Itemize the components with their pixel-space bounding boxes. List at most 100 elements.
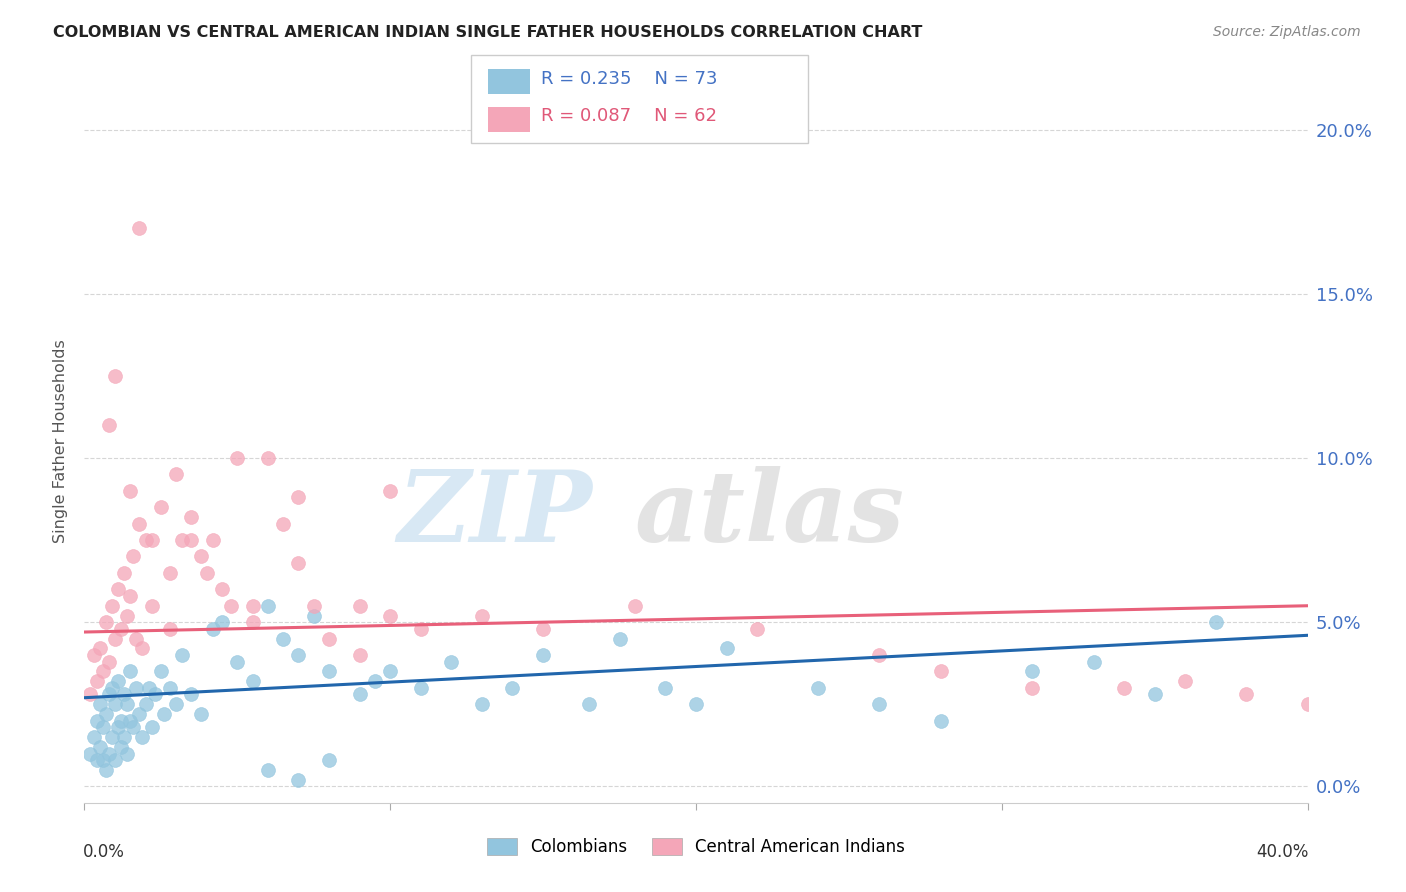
Point bbox=[131, 641, 153, 656]
Point bbox=[318, 753, 340, 767]
Point bbox=[89, 641, 111, 656]
Point bbox=[471, 608, 494, 623]
Point bbox=[141, 599, 163, 613]
Point bbox=[502, 681, 524, 695]
Point bbox=[122, 720, 145, 734]
Point bbox=[869, 698, 891, 712]
Point bbox=[195, 566, 218, 580]
Point bbox=[287, 556, 309, 570]
Point bbox=[685, 698, 707, 712]
Point bbox=[115, 747, 138, 761]
Point bbox=[141, 720, 163, 734]
Point bbox=[159, 622, 181, 636]
Point bbox=[165, 467, 187, 482]
Point bbox=[1083, 655, 1105, 669]
Point bbox=[115, 698, 138, 712]
Text: 40.0%: 40.0% bbox=[1257, 843, 1309, 861]
Point bbox=[302, 599, 325, 613]
Point bbox=[112, 687, 135, 701]
Point bbox=[609, 632, 631, 646]
Point bbox=[257, 450, 280, 465]
Point bbox=[91, 720, 114, 734]
Point bbox=[654, 681, 676, 695]
Point bbox=[1236, 687, 1258, 701]
Point bbox=[79, 687, 101, 701]
Point bbox=[89, 739, 111, 754]
Point bbox=[128, 707, 150, 722]
Point bbox=[226, 655, 249, 669]
Point bbox=[153, 707, 176, 722]
Point bbox=[1021, 681, 1043, 695]
Point bbox=[349, 687, 371, 701]
Point bbox=[149, 665, 172, 679]
Point bbox=[211, 615, 233, 630]
Point bbox=[135, 698, 157, 712]
Point bbox=[97, 655, 120, 669]
Point bbox=[79, 747, 101, 761]
Point bbox=[531, 648, 554, 662]
Point bbox=[94, 707, 117, 722]
Point bbox=[110, 622, 132, 636]
Point bbox=[1021, 665, 1043, 679]
Point bbox=[242, 615, 264, 630]
Point bbox=[101, 599, 124, 613]
Point bbox=[349, 599, 371, 613]
Point bbox=[287, 648, 309, 662]
Point bbox=[107, 674, 129, 689]
Point bbox=[180, 533, 202, 547]
Point bbox=[86, 674, 108, 689]
Point bbox=[86, 753, 108, 767]
Point bbox=[125, 632, 148, 646]
Point bbox=[104, 368, 127, 383]
Point bbox=[531, 622, 554, 636]
Text: 0.0%: 0.0% bbox=[83, 843, 125, 861]
Point bbox=[97, 687, 120, 701]
Text: Source: ZipAtlas.com: Source: ZipAtlas.com bbox=[1213, 25, 1361, 39]
Point bbox=[120, 589, 142, 603]
Point bbox=[104, 753, 127, 767]
Point bbox=[257, 763, 280, 777]
Point bbox=[101, 730, 124, 744]
Point bbox=[97, 747, 120, 761]
Point bbox=[165, 698, 187, 712]
Point bbox=[122, 549, 145, 564]
Point bbox=[104, 698, 127, 712]
Point bbox=[190, 707, 212, 722]
Point bbox=[349, 648, 371, 662]
Point bbox=[318, 632, 340, 646]
Point bbox=[159, 566, 181, 580]
Legend: Colombians, Central American Indians: Colombians, Central American Indians bbox=[479, 831, 912, 863]
Point bbox=[131, 730, 153, 744]
Point bbox=[869, 648, 891, 662]
Text: atlas: atlas bbox=[634, 466, 904, 562]
Point bbox=[180, 687, 202, 701]
Point bbox=[107, 582, 129, 597]
Point bbox=[135, 533, 157, 547]
Point bbox=[242, 674, 264, 689]
Point bbox=[159, 681, 181, 695]
Point bbox=[172, 648, 194, 662]
Point bbox=[409, 622, 432, 636]
Point bbox=[201, 622, 224, 636]
Point bbox=[128, 516, 150, 531]
Point bbox=[120, 483, 142, 498]
Point bbox=[128, 221, 150, 235]
Point bbox=[91, 753, 114, 767]
Point bbox=[747, 622, 769, 636]
Point bbox=[409, 681, 432, 695]
Point bbox=[94, 763, 117, 777]
Point bbox=[120, 714, 142, 728]
Text: R = 0.235    N = 73: R = 0.235 N = 73 bbox=[541, 70, 718, 87]
Point bbox=[1174, 674, 1197, 689]
Point bbox=[440, 655, 463, 669]
Text: R = 0.087    N = 62: R = 0.087 N = 62 bbox=[541, 107, 717, 125]
Point bbox=[271, 516, 294, 531]
Point bbox=[201, 533, 224, 547]
Point bbox=[380, 665, 402, 679]
Point bbox=[318, 665, 340, 679]
Point bbox=[110, 739, 132, 754]
Point bbox=[1143, 687, 1166, 701]
Point bbox=[257, 599, 280, 613]
Point bbox=[83, 648, 105, 662]
Point bbox=[1114, 681, 1136, 695]
